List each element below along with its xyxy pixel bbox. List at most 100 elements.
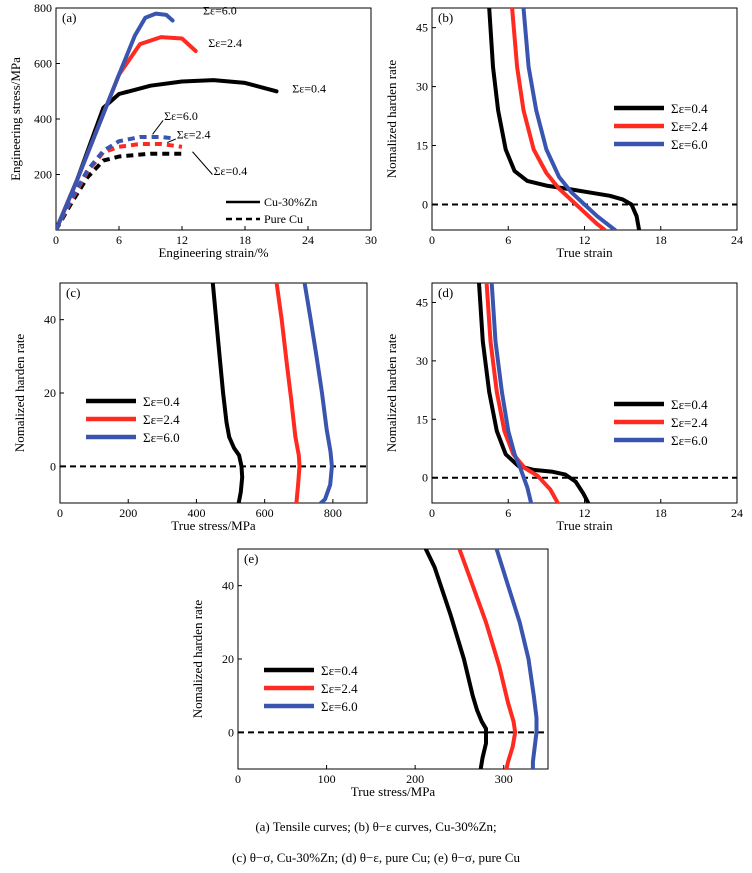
series-line-0 bbox=[423, 549, 488, 769]
x-tick-label: 30 bbox=[365, 233, 377, 247]
y-tick-label: 0 bbox=[228, 725, 234, 739]
annotation-label: Σε=0.4 bbox=[292, 82, 326, 96]
series-line-1 bbox=[274, 283, 302, 503]
series-line-1 bbox=[510, 8, 607, 230]
panel-a: 0 6 12 18 24 30 200 400 600 800 Engineering strain… bbox=[8, 1, 377, 260]
series-line-0 bbox=[210, 283, 245, 503]
annotation-label: Σε=2.4 bbox=[208, 36, 242, 50]
x-tick-label: 800 bbox=[324, 506, 342, 520]
legend-label: Σε=6.0 bbox=[143, 430, 180, 445]
panel-b: 0 6 12 18 24 0 15 30 45 True strain Nomalized hard… bbox=[384, 7, 743, 260]
panel-e: 0 100 200 300 0 20 40 True stress/MPa Nomalized … bbox=[190, 548, 549, 799]
x-tick-label: 0 bbox=[235, 772, 241, 786]
annotation-label: Σε=6.0 bbox=[203, 3, 237, 17]
y-tick-label: 0 bbox=[422, 471, 428, 485]
panel-d: 0 6 12 18 24 0 15 30 45 True strain Nomalized hard… bbox=[384, 282, 743, 533]
legend-label: Σε=2.4 bbox=[143, 412, 180, 427]
legend-label: Cu-30%Zn bbox=[264, 195, 317, 209]
x-tick-label: 12 bbox=[579, 233, 591, 247]
series-group bbox=[56, 11, 279, 230]
y-tick-label: 20 bbox=[222, 652, 234, 666]
caption-line-1: (a) Tensile curves; (b) θ−ε curves, Cu-3… bbox=[255, 819, 497, 834]
x-axis-label: True strain bbox=[556, 518, 613, 533]
y-tick-label: 15 bbox=[416, 139, 428, 153]
x-tick-label: 6 bbox=[505, 506, 511, 520]
x-tick-label: 24 bbox=[302, 233, 314, 247]
x-tick-label: 6 bbox=[116, 233, 122, 247]
series-line-1 bbox=[457, 549, 518, 769]
y-axis-label: Nomalized harden rate bbox=[384, 60, 399, 179]
legend-label: Σε=0.4 bbox=[143, 394, 180, 409]
series-line-2 bbox=[56, 11, 175, 230]
series-group bbox=[423, 549, 539, 769]
plot-frame bbox=[431, 282, 738, 504]
y-tick-label: 600 bbox=[34, 57, 52, 71]
x-tick-label: 0 bbox=[57, 506, 63, 520]
x-tick-label: 12 bbox=[579, 506, 591, 520]
x-tick-label: 200 bbox=[406, 772, 424, 786]
plot-frame bbox=[237, 548, 549, 770]
annotation-label: Σε=6.0 bbox=[164, 109, 198, 123]
y-tick-label: 30 bbox=[416, 354, 428, 368]
x-axis-label: True stress/MPa bbox=[351, 784, 436, 799]
annotation-pointer bbox=[192, 151, 213, 175]
y-axis-label: Nomalized harden rate bbox=[384, 334, 399, 453]
series-line-0 bbox=[487, 8, 642, 230]
legend-label: Σε=2.4 bbox=[321, 681, 358, 696]
y-axis-label: Nomalized harden rate bbox=[12, 334, 27, 453]
x-tick-label: 24 bbox=[731, 506, 743, 520]
y-tick-label: 30 bbox=[416, 80, 428, 94]
series-line-2 bbox=[489, 283, 534, 503]
x-tick-label: 18 bbox=[655, 233, 667, 247]
y-tick-label: 45 bbox=[416, 295, 428, 309]
panel-c: 0 200 400 600 800 0 20 40 True stress/MPa Nomaliz… bbox=[12, 282, 368, 533]
legend-label: Σε=0.4 bbox=[321, 663, 358, 678]
series-line-2 bbox=[521, 8, 617, 230]
series-line-1 bbox=[56, 35, 198, 230]
y-tick-label: 400 bbox=[34, 112, 52, 126]
y-tick-label: 20 bbox=[44, 386, 56, 400]
y-tick-label: 40 bbox=[44, 313, 56, 327]
y-tick-label: 45 bbox=[416, 21, 428, 35]
legend-label: Σε=0.4 bbox=[671, 101, 708, 116]
panel-label: (b) bbox=[438, 10, 453, 25]
series-line-purecu-5 bbox=[56, 135, 174, 230]
y-tick-label: 800 bbox=[34, 1, 52, 15]
annotation-label: Σε=2.4 bbox=[177, 127, 211, 141]
legend-label: Pure Cu bbox=[264, 212, 303, 226]
series-line-purecu-3 bbox=[56, 151, 182, 230]
series-group bbox=[477, 283, 591, 503]
series-group bbox=[210, 283, 334, 503]
legend-label: Σε=6.0 bbox=[671, 433, 708, 448]
series-line-2 bbox=[302, 283, 334, 503]
y-tick-label: 0 bbox=[50, 459, 56, 473]
annotation-pointer bbox=[167, 138, 176, 144]
y-tick-label: 40 bbox=[222, 579, 234, 593]
y-tick-label: 200 bbox=[34, 168, 52, 182]
annotation-pointer bbox=[152, 120, 164, 135]
caption-line-2: (c) θ−σ, Cu-30%Zn; (d) θ−ε, pure Cu; (e)… bbox=[232, 850, 520, 865]
y-tick-label: 0 bbox=[422, 197, 428, 211]
x-axis-label: Engineering strain/% bbox=[158, 245, 268, 260]
panel-label: (d) bbox=[438, 285, 453, 300]
x-tick-label: 18 bbox=[655, 506, 667, 520]
x-tick-label: 12 bbox=[176, 233, 188, 247]
x-tick-label: 200 bbox=[119, 506, 137, 520]
annotation-label: Σε=0.4 bbox=[214, 164, 248, 178]
panel-label: (c) bbox=[66, 285, 80, 300]
x-tick-label: 600 bbox=[256, 506, 274, 520]
x-tick-label: 6 bbox=[505, 233, 511, 247]
x-tick-label: 400 bbox=[187, 506, 205, 520]
legend-label: Σε=2.4 bbox=[671, 415, 708, 430]
y-tick-label: 15 bbox=[416, 412, 428, 426]
x-tick-label: 100 bbox=[318, 772, 336, 786]
y-axis-label: Engineering stress/MPa bbox=[8, 57, 23, 181]
legend-label: Σε=6.0 bbox=[321, 699, 358, 714]
x-axis-label: True stress/MPa bbox=[171, 518, 256, 533]
x-tick-label: 18 bbox=[239, 233, 251, 247]
x-axis-label: True strain bbox=[556, 245, 613, 260]
legend-label: Σε=6.0 bbox=[671, 137, 708, 152]
panel-label: (a) bbox=[62, 10, 76, 25]
legend-label: Σε=0.4 bbox=[671, 397, 708, 412]
